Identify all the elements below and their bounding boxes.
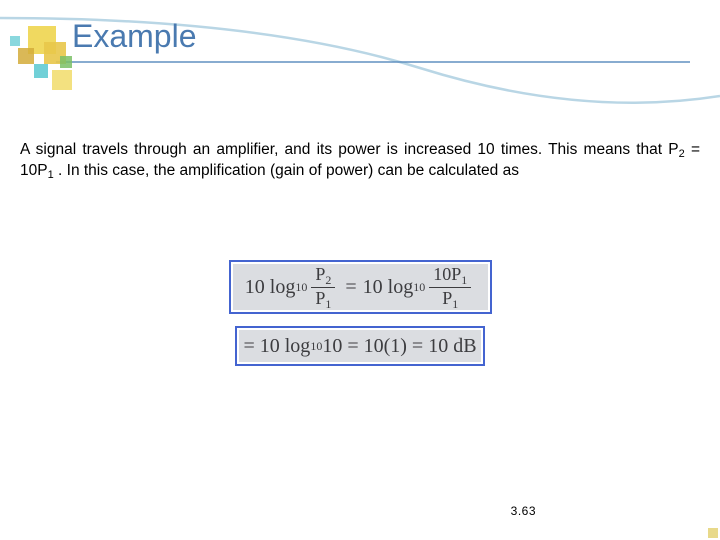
page-number-text: 3.63 [511, 504, 536, 518]
equation-2: = 10 log10 10 = 10(1) = 10 dB [235, 326, 485, 366]
eq1-lhs-coeff: 10 log [245, 276, 296, 299]
eq1-f1-num: P [315, 264, 325, 284]
eq1-f1-den: P [315, 288, 325, 308]
page-title: Example [72, 18, 197, 55]
eq1-f2-num: 10P [433, 264, 461, 284]
eq1-frac2: 10P1 P1 [429, 265, 471, 310]
eq1-f2-den-sub: 1 [452, 297, 458, 311]
eq1-frac1: P2 P1 [311, 265, 335, 310]
eq2-base: 10 [310, 339, 322, 354]
eq2-a: = 10 log [243, 335, 310, 358]
eq1-f2-num-sub: 1 [461, 273, 467, 287]
equation-group: 10 log10 P2 P1 = 10 log10 10P1 P1 = 10 l… [0, 260, 720, 366]
paragraph: A signal travels through an amplifier, a… [20, 140, 700, 182]
eq1-f1-num-sub: 2 [325, 273, 331, 287]
eq1-f2-den: P [442, 288, 452, 308]
eq1-lhs-base: 10 [295, 280, 307, 295]
equation-1: 10 log10 P2 P1 = 10 log10 10P1 P1 [229, 260, 492, 314]
eq1-rhs-base: 10 [413, 280, 425, 295]
eq1-rhs-coeff: 10 log [363, 276, 414, 299]
equals-1: = [345, 276, 356, 299]
eq2-b: 10 = 10(1) = 10 dB [322, 335, 476, 358]
corner-accent [708, 528, 718, 538]
page-number: 3.63 [511, 504, 536, 518]
eq1-f1-den-sub: 1 [325, 297, 331, 311]
